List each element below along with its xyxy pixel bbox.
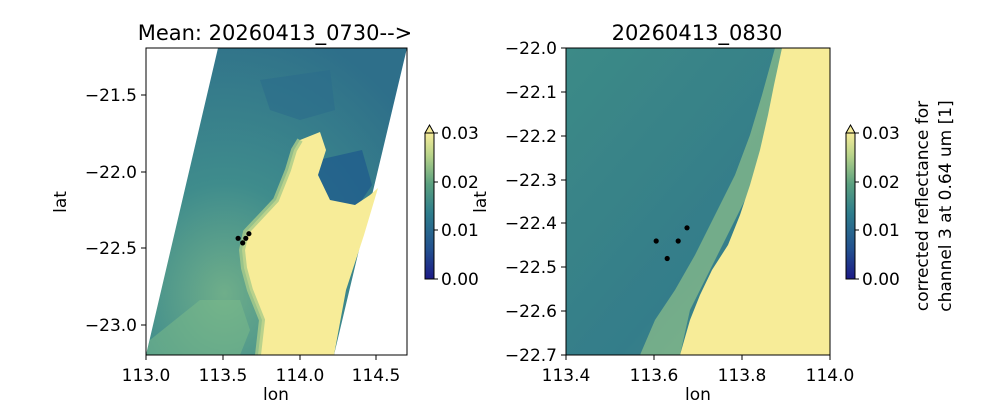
colorbar-1-tick-label: 0.00 (441, 270, 479, 290)
panel-1-xtick-label: 114.5 (352, 366, 401, 386)
panel-2-ytick-label: −22.2 (505, 127, 557, 147)
panel-1-point (243, 235, 249, 241)
panel-1-xticks: 113.0 113.5 114.0 114.5 (122, 355, 401, 386)
colorbar-2-tick-label: 0.03 (862, 124, 900, 144)
panel-1-ylabel: lat (51, 191, 71, 213)
panel-2-point (664, 255, 670, 262)
panel-2-xtick-label: 114.0 (806, 366, 855, 386)
colorbar-2-label-line1: corrected reflectance for (913, 101, 933, 311)
panel-2: 20260413_0830 113.4 113.6 113.8 114.0 (471, 21, 956, 400)
panel-1-point (246, 231, 252, 237)
colorbar-1-tick-label: 0.03 (441, 124, 479, 144)
panel-1-ytick-label: −22.0 (85, 163, 137, 183)
colorbar-2-tick-label: 0.00 (862, 270, 900, 290)
panel-2-colorbar: 0.03 0.02 0.01 0.00 corrected reflectanc… (845, 100, 956, 312)
panel-2-image (566, 48, 830, 355)
panel-1-point (235, 235, 241, 241)
colorbar-2-tick-label: 0.02 (862, 173, 900, 193)
panel-2-axes (565, 47, 831, 356)
colorbar-2-tick-label: 0.01 (862, 221, 900, 241)
panel-2-xtick-label: 113.6 (630, 366, 679, 386)
colorbar-2-label-line2: channel 3 at 0.64 um [1] (936, 100, 956, 311)
panel-1-axes (145, 47, 408, 356)
panel-2-land (680, 48, 830, 355)
panel-2-ytick-label: −22.3 (505, 171, 557, 191)
panel-1-ytick-label: −21.5 (85, 86, 137, 106)
panel-1-title: Mean: 20260413_0730--> (138, 21, 413, 46)
colorbar-1-tick-label: 0.01 (441, 221, 479, 241)
panel-2-ytick-label: −22.6 (505, 302, 557, 322)
panel-2-point (684, 225, 690, 231)
panel-1-xlabel: lon (263, 385, 289, 400)
panel-2-xlabel: lon (685, 385, 711, 400)
panel-1-xtick-label: 114.0 (276, 366, 325, 386)
panel-1: Mean: 20260413_0730--> 113.0 113.5 114.0 (51, 21, 479, 400)
panel-2-ytick-label: −22.1 (505, 83, 557, 103)
panel-2-ytick-label: −22.4 (505, 214, 557, 234)
panel-2-points (653, 225, 690, 262)
panel-2-point (675, 238, 681, 244)
panel-1-ytick-label: −23.0 (85, 316, 137, 336)
panel-2-xtick-label: 113.8 (718, 366, 767, 386)
panel-1-point (240, 240, 246, 246)
panel-1-xtick-label: 113.5 (199, 366, 248, 386)
panel-1-yticks: −21.5 −22.0 −22.5 −23.0 (85, 86, 146, 336)
panel-1-image (146, 48, 407, 355)
panel-2-ytick-label: −22.5 (505, 258, 557, 278)
panel-2-yticks: −22.0 −22.1 −22.2 −22.3 −22.4 −22.5 −22.… (505, 39, 566, 366)
panel-1-colorbar: 0.03 0.02 0.01 0.00 (424, 123, 479, 290)
panel-2-title: 20260413_0830 (612, 21, 783, 46)
panel-2-ylabel: lat (471, 191, 491, 213)
panel-1-ytick-label: −22.5 (85, 239, 137, 259)
panel-2-xtick-label: 113.4 (542, 366, 591, 386)
panel-2-ytick-label: −22.0 (505, 39, 557, 59)
panel-1-xtick-label: 113.0 (122, 366, 171, 386)
panel-1-points (235, 231, 252, 246)
panel-1-land (242, 132, 378, 355)
colorbar-1-tick-label: 0.02 (441, 173, 479, 193)
panel-2-ytick-label: −22.7 (505, 346, 557, 366)
panel-2-xticks: 113.4 113.6 113.8 114.0 (542, 355, 855, 386)
panel-2-point (653, 238, 659, 244)
